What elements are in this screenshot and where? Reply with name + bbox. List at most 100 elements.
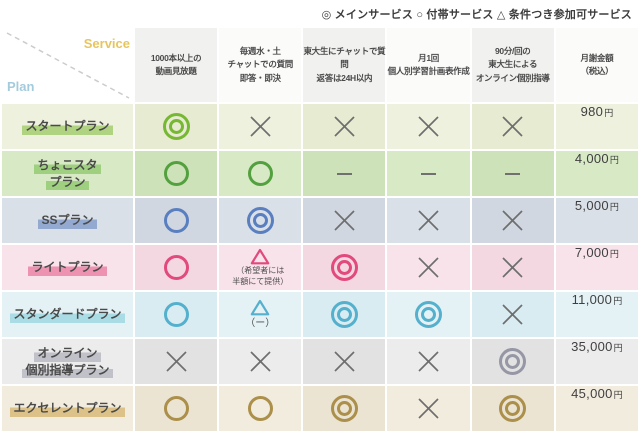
circle-icon: [247, 161, 273, 186]
service-axis-label: Service: [83, 36, 130, 51]
legend: ◎ メインサービス ○ 付帯サービス △ 条件つき参加可サービス: [321, 9, 632, 21]
price-cell-start: 980 円: [555, 104, 638, 149]
price-unit: 円: [609, 249, 619, 259]
plan-label-line: エクセレントプラン: [10, 400, 125, 417]
cross-icon: [500, 255, 525, 280]
cross-icon: [248, 349, 273, 374]
cell-light-todai-chat: [303, 245, 386, 290]
price-unit: 円: [613, 390, 623, 400]
double-circle-inner-ring: [336, 260, 352, 275]
cell-chocosta-monthly-plan: [387, 151, 470, 196]
cell-chocosta-weekly-chat: [219, 151, 302, 196]
cell-ss-todai-chat: [303, 198, 386, 243]
cross-icon: [332, 208, 357, 233]
cell-standard-videos: [135, 292, 218, 337]
plan-label-ss: SSプラン: [2, 198, 133, 243]
double-circle-inner-ring: [336, 401, 352, 416]
price-unit: 円: [604, 108, 614, 118]
plan-label-line: ライトプラン: [28, 259, 107, 276]
axis-corner: Service Plan: [2, 28, 133, 102]
plan-label-line: 個別指導プラン: [22, 361, 113, 378]
price-cell-chocosta: 4,000 円: [555, 151, 638, 196]
circle-icon: [163, 396, 189, 421]
cell-start-todai-chat: [303, 104, 386, 149]
price-value: 4,000: [574, 151, 609, 166]
pricing-table: Service Plan 1000本以上の 動画見放題 毎週水・土 チャットでの質…: [2, 28, 638, 431]
circle-icon: [163, 302, 189, 327]
column-header-weekly-chat: 毎週水・土 チャットでの質問 即答・即決: [219, 28, 302, 102]
cell-start-weekly-chat: [219, 104, 302, 149]
plan-axis-label: Plan: [7, 79, 35, 94]
price-value: 980: [580, 104, 604, 119]
double-circle-icon: [162, 113, 190, 140]
triangle-icon: [250, 248, 270, 265]
cell-chocosta-videos: [135, 151, 218, 196]
cross-icon: [164, 349, 189, 374]
dash-icon: [505, 172, 521, 175]
cross-icon: [416, 396, 441, 421]
price-value: 11,000: [571, 292, 613, 307]
cross-icon: [500, 302, 525, 327]
column-header-online-tutoring: 90分/回の 東大生による オンライン個別指導: [471, 28, 554, 102]
price-unit: 円: [609, 155, 619, 165]
cell-online-videos: [135, 339, 218, 384]
price-value: 7,000: [574, 245, 609, 260]
dash-icon: [336, 172, 352, 175]
cell-excellent-videos: [135, 386, 218, 431]
column-header-monthly-plan: 月1回 個人別学習計画表作成: [387, 28, 470, 102]
double-circle-icon: [415, 301, 443, 328]
cell-excellent-todai-chat: [303, 386, 386, 431]
plan-label-line: プラン: [46, 173, 89, 190]
double-circle-inner-ring: [168, 119, 184, 134]
cell-light-monthly-plan: [387, 245, 470, 290]
cross-icon: [248, 114, 273, 139]
plan-label-light: ライトプラン: [2, 245, 133, 290]
column-header-price: 月謝金額 （税込）: [555, 28, 638, 102]
price-cell-excellent: 45,000 円: [555, 386, 638, 431]
double-circle-inner-ring: [421, 307, 437, 322]
double-circle-icon: [499, 348, 527, 375]
plan-label-line: スタートプラン: [22, 118, 113, 135]
condition-note: （ー）: [245, 318, 276, 329]
cell-standard-todai-chat: [303, 292, 386, 337]
price-cell-ss: 5,000 円: [555, 198, 638, 243]
price-cell-light: 7,000 円: [555, 245, 638, 290]
cell-start-monthly-plan: [387, 104, 470, 149]
circle-icon: [163, 161, 189, 186]
plan-label-online: オンライン 個別指導プラン: [2, 339, 133, 384]
price-value: 35,000: [571, 339, 613, 354]
plan-label-chocosta: ちょこスタ プラン: [2, 151, 133, 196]
cell-online-weekly-chat: [219, 339, 302, 384]
circle-icon: [247, 396, 273, 421]
plan-label-line: オンライン: [34, 345, 101, 362]
cross-icon: [416, 349, 441, 374]
cross-icon: [416, 114, 441, 139]
price-cell-online: 35,000 円: [555, 339, 638, 384]
double-circle-icon: [330, 395, 358, 422]
cell-online-monthly-plan: [387, 339, 470, 384]
price-unit: 円: [609, 202, 619, 212]
plan-label-line: スタンダードプラン: [10, 306, 125, 323]
cell-standard-weekly-chat: （ー）: [219, 292, 302, 337]
double-circle-inner-ring: [252, 213, 268, 228]
condition-note: （希望者には 半額にて提供）: [232, 266, 289, 286]
cell-online-online-tutoring: [471, 339, 554, 384]
column-header-todai-chat: 東大生にチャットで質 問 返答は24H以内: [303, 28, 386, 102]
double-circle-icon: [246, 207, 274, 234]
plan-label-excellent: エクセレントプラン: [2, 386, 133, 431]
cell-ss-videos: [135, 198, 218, 243]
plan-label-start: スタートプラン: [2, 104, 133, 149]
cell-excellent-monthly-plan: [387, 386, 470, 431]
cell-standard-online-tutoring: [471, 292, 554, 337]
cell-ss-monthly-plan: [387, 198, 470, 243]
double-circle-inner-ring: [505, 401, 521, 416]
cell-ss-weekly-chat: [219, 198, 302, 243]
double-circle-icon: [330, 301, 358, 328]
cell-light-videos: [135, 245, 218, 290]
plan-label-line: SSプラン: [38, 212, 97, 229]
cell-online-todai-chat: [303, 339, 386, 384]
double-circle-inner-ring: [336, 307, 352, 322]
circle-icon: [163, 255, 189, 280]
triangle-icon: [250, 299, 270, 316]
cell-chocosta-online-tutoring: [471, 151, 554, 196]
